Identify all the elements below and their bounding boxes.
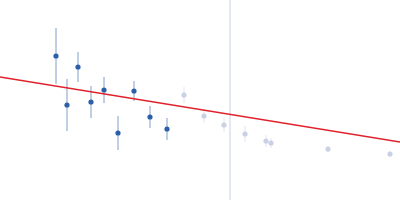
- point: [181, 92, 186, 97]
- point: [115, 130, 120, 135]
- point: [325, 146, 330, 151]
- point: [131, 88, 136, 93]
- point: [263, 138, 268, 143]
- point: [64, 102, 69, 107]
- chart: [0, 0, 400, 200]
- point: [88, 99, 93, 104]
- point: [201, 113, 206, 118]
- vertical-line: [230, 0, 231, 200]
- fit-line: [0, 77, 400, 142]
- point: [268, 140, 273, 145]
- point: [147, 114, 152, 119]
- plot-area: [0, 0, 400, 200]
- point: [75, 64, 80, 69]
- point: [101, 87, 106, 92]
- point: [53, 53, 58, 58]
- point: [242, 131, 247, 136]
- point: [164, 126, 169, 131]
- point: [221, 122, 226, 127]
- point: [387, 151, 392, 156]
